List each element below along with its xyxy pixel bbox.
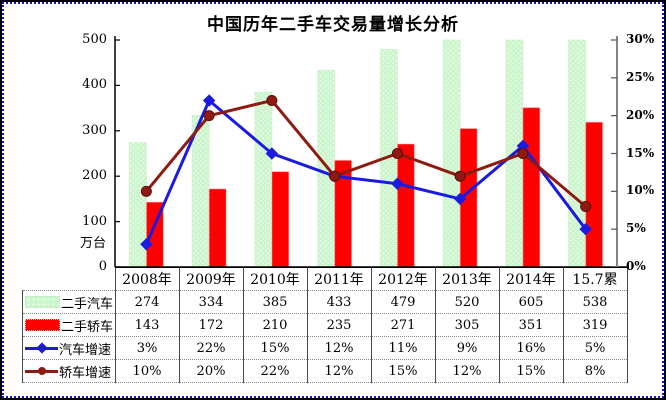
bar-used-autos-2013年 [442, 39, 461, 268]
table-cell-sedan-growth-2010年: 22% [242, 359, 308, 383]
table-header-2008年: 2008年 [114, 267, 180, 291]
bar-used-autos-2011年 [317, 69, 336, 268]
bar-used-autos-2009年 [191, 114, 210, 268]
table-cell-sedan-growth-15.7累: 8% [562, 359, 628, 383]
marker-diamond-auto-growth-2009年 [202, 94, 216, 107]
table-header-2013年: 2013年 [434, 267, 500, 291]
table-cell-sedan-growth-2013年: 12% [434, 359, 500, 383]
table-cell-used-sedans-15.7累: 319 [562, 313, 628, 337]
legend-label: 轿车增速 [59, 365, 112, 381]
marker-circle-sedan-growth-2010年 [266, 95, 278, 107]
table-cell-used-autos-15.7累: 538 [562, 290, 628, 314]
darkred-line-circle-swatch [25, 365, 58, 377]
marker-diamond-auto-growth-2013年 [453, 192, 467, 206]
bar-used-sedans-2014年 [522, 107, 541, 268]
table-cell-auto-growth-2012年: 11% [370, 336, 436, 360]
marker-circle-sedan-growth-2009年 [203, 110, 215, 122]
chart-title: 中国历年二手车交易量增长分析 [207, 15, 459, 35]
legend-cell-used-sedans: 二手轿车 [22, 313, 116, 337]
marker-diamond-auto-growth-2008年 [140, 238, 153, 251]
marker-diamond-auto-growth-15.7累 [579, 222, 592, 236]
red-bar-swatch [25, 319, 60, 331]
bar-used-sedans-2012年 [396, 143, 415, 268]
table-cell-sedan-growth-2008年: 10% [114, 359, 180, 383]
table-cell-used-autos-2009年: 334 [178, 290, 244, 314]
legend-label: 汽车增速 [59, 342, 112, 358]
table-cell-auto-growth-2011年: 12% [306, 336, 372, 360]
bar-used-sedans-15.7累 [585, 121, 604, 268]
bar-used-sedans-2013年 [459, 128, 478, 268]
table-cell-used-autos-2011年: 433 [306, 290, 372, 314]
legend-cell-auto-growth: 汽车增速 [22, 336, 116, 360]
table-cell-auto-growth-15.7累: 5% [562, 336, 628, 360]
table-cell-used-autos-2010年: 385 [242, 290, 308, 314]
table-cell-sedan-growth-2011年: 12% [306, 359, 372, 383]
table-cell-auto-growth-2009年: 22% [178, 336, 244, 360]
marker-circle-sedan-growth-2014年 [517, 148, 529, 159]
legend-label: 二手汽车 [61, 296, 114, 312]
table-cell-used-autos-2013年: 520 [434, 290, 500, 314]
table-header-2009年: 2009年 [178, 267, 244, 291]
table-cell-auto-growth-2008年: 3% [114, 336, 180, 360]
bar-used-sedans-2010年 [271, 171, 290, 268]
table-header-2010年: 2010年 [242, 267, 308, 291]
table-cell-sedan-growth-2014年: 15% [498, 359, 564, 383]
table-header-15.7累: 15.7累 [562, 267, 628, 291]
bar-used-sedans-2009年 [208, 188, 227, 268]
marker-circle-sedan-growth-2008年 [140, 185, 152, 197]
table-cell-sedan-growth-2009年: 20% [178, 359, 244, 383]
table-cell-sedan-growth-2012年: 15% [370, 359, 436, 383]
table-cell-auto-growth-2010年: 15% [242, 336, 308, 360]
table-cell-auto-growth-2013年: 9% [434, 336, 500, 360]
legend-cell-used-autos: 二手汽车 [22, 290, 116, 314]
table-cell-used-autos-2008年: 274 [114, 290, 180, 314]
table-cell-used-sedans-2009年: 172 [178, 313, 244, 337]
table-cell-used-sedans-2011年: 235 [306, 313, 372, 337]
table-cell-used-sedans-2013年: 305 [434, 313, 500, 337]
data-table: 2008年 2009年 2010年 2011年 2012年 2013年 2014年 15.7累… [22, 267, 628, 383]
marker-circle-sedan-growth-2013年 [454, 170, 466, 182]
table-cell-used-sedans-2008年: 143 [114, 313, 180, 337]
table-cell-used-sedans-2010年: 210 [242, 313, 308, 337]
table-cell-used-autos-2014年: 605 [498, 290, 564, 314]
table-cell-used-sedans-2012年: 271 [370, 313, 436, 337]
bar-used-autos-15.7累 [568, 39, 587, 268]
line-sedan-growth [144, 99, 588, 208]
legend-cell-sedan-growth: 轿车增速 [22, 359, 116, 383]
table-row-used-autos: 二手汽车 274 334 385 433 479 520 605 538 [22, 290, 628, 314]
blue-line-diamond-swatch [25, 342, 58, 354]
marker-circle-sedan-growth-2011年 [329, 170, 341, 182]
table-row-auto-growth: 汽车增速 3% 22% 15% 12% 11% 9% 16% 5% [22, 336, 628, 360]
table-header-2011年: 2011年 [306, 267, 372, 291]
bar-used-autos-2010年 [254, 91, 273, 268]
table-row-used-sedans: 二手轿车 143 172 210 235 271 305 351 319 [22, 313, 628, 337]
table-corner-cell [23, 268, 116, 291]
table-header-2012年: 2012年 [370, 267, 436, 291]
table-cell-used-autos-2012年: 479 [370, 290, 436, 314]
marker-circle-sedan-growth-15.7累 [580, 200, 592, 212]
marker-diamond-auto-growth-2010年 [265, 147, 279, 160]
marker-diamond-auto-growth-2012年 [391, 177, 404, 190]
line-auto-growth [144, 99, 588, 246]
table-header-2014年: 2014年 [498, 267, 564, 291]
green-bar-swatch [25, 296, 60, 308]
table-row-sedan-growth: 轿车增速 10% 20% 22% 12% 15% 12% 15% 8% [22, 359, 628, 383]
table-cell-auto-growth-2014年: 16% [498, 336, 564, 360]
marker-circle-sedan-growth-2012年 [391, 148, 403, 159]
bar-used-autos-2008年 [128, 142, 147, 268]
table-cell-used-sedans-2014年: 351 [498, 313, 564, 337]
legend-label: 二手轿车 [61, 319, 114, 335]
